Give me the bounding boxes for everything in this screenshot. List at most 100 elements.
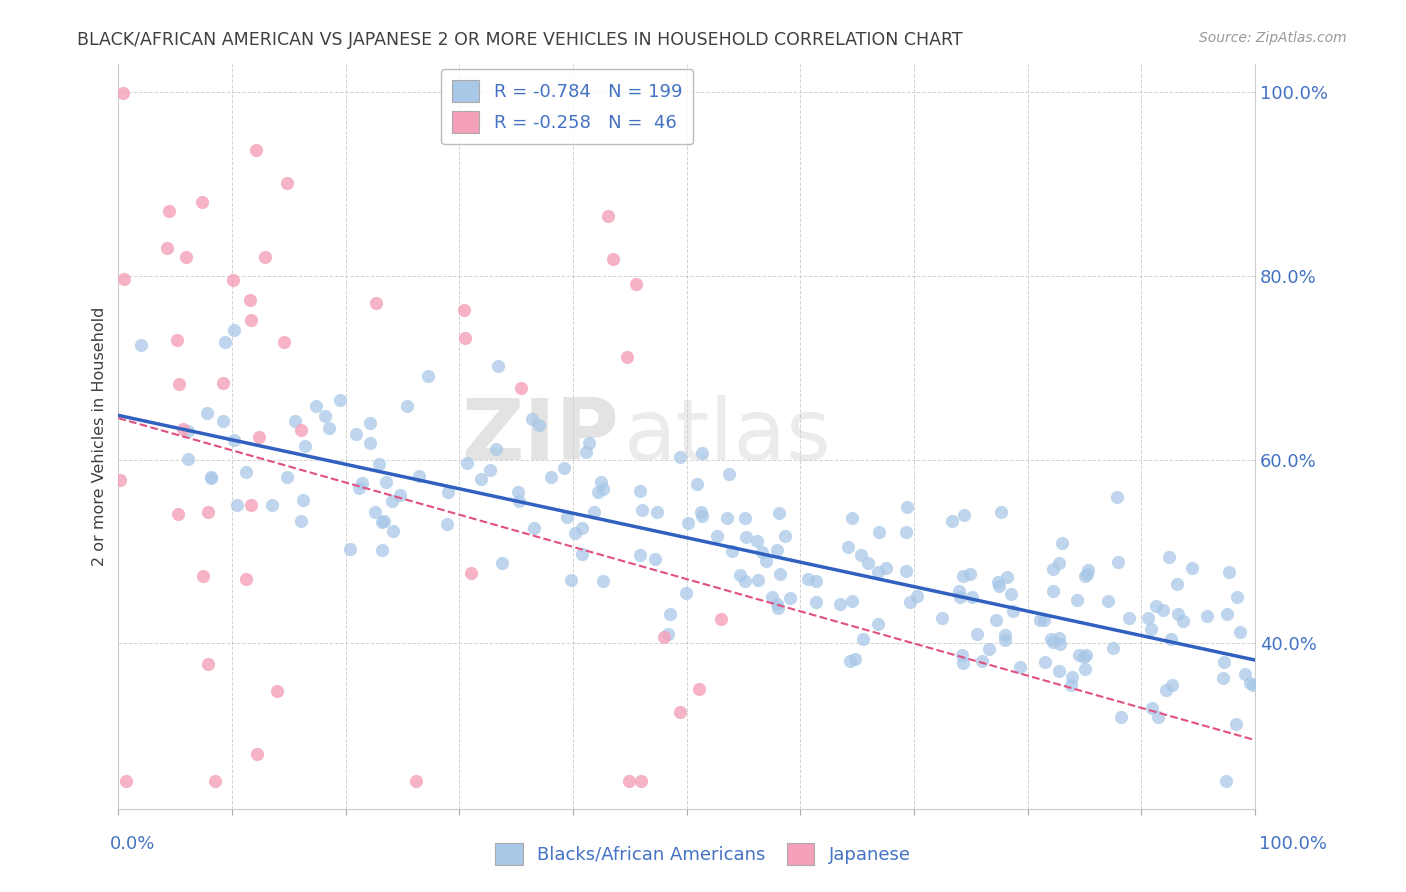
Point: [852, 632, 875, 646]
Point: [986, 574, 1008, 589]
Point: [527, 418, 550, 433]
Point: [1077, 564, 1099, 578]
Point: [617, 774, 640, 789]
Point: [571, 547, 593, 561]
Point: [1167, 607, 1189, 621]
Point: [728, 567, 751, 582]
Point: [246, 747, 269, 761]
Point: [371, 515, 394, 529]
Point: [522, 412, 544, 426]
Point: [1109, 710, 1132, 724]
Point: [200, 470, 222, 484]
Point: [905, 589, 928, 603]
Point: [1029, 613, 1052, 627]
Point: [966, 627, 988, 641]
Point: [260, 498, 283, 512]
Point: [1212, 672, 1234, 686]
Point: [1002, 604, 1025, 618]
Point: [1047, 664, 1070, 678]
Point: [1218, 566, 1240, 580]
Point: [375, 475, 398, 489]
Point: [598, 209, 620, 223]
Point: [240, 498, 263, 512]
Point: [747, 574, 769, 588]
Point: [212, 376, 235, 390]
Point: [837, 540, 859, 554]
Point: [212, 414, 235, 428]
Point: [314, 409, 336, 424]
Point: [1042, 634, 1064, 648]
Point: [1049, 637, 1071, 651]
Point: [779, 591, 801, 605]
Point: [630, 503, 652, 517]
Point: [875, 561, 897, 575]
Point: [1197, 608, 1219, 623]
Point: [804, 574, 827, 588]
Point: [197, 657, 219, 671]
Point: [200, 471, 222, 485]
Point: [1212, 656, 1234, 670]
Point: [952, 656, 974, 670]
Point: [290, 514, 312, 528]
Point: [995, 570, 1018, 584]
Point: [766, 597, 789, 611]
Text: ZIP: ZIP: [461, 395, 619, 478]
Point: [1050, 536, 1073, 550]
Point: [408, 468, 430, 483]
Point: [960, 590, 983, 604]
Point: [675, 585, 697, 599]
Point: [1146, 710, 1168, 724]
Point: [381, 494, 404, 508]
Point: [454, 331, 477, 345]
Point: [949, 590, 972, 604]
Point: [177, 424, 200, 438]
Point: [628, 548, 651, 562]
Point: [197, 505, 219, 519]
Point: [768, 506, 790, 520]
Point: [1154, 683, 1177, 698]
Point: [841, 593, 863, 607]
Point: [624, 277, 647, 291]
Point: [1159, 549, 1181, 564]
Point: [844, 652, 866, 666]
Point: [276, 470, 298, 484]
Point: [868, 524, 890, 539]
Point: [1241, 677, 1264, 691]
Point: [112, 272, 135, 286]
Point: [1073, 649, 1095, 664]
Point: [294, 439, 316, 453]
Point: [371, 542, 394, 557]
Point: [1074, 648, 1097, 662]
Point: [204, 774, 226, 789]
Point: [1181, 560, 1204, 574]
Point: [460, 566, 482, 581]
Point: [1074, 568, 1097, 582]
Point: [751, 545, 773, 559]
Point: [931, 611, 953, 625]
Text: atlas: atlas: [624, 395, 832, 478]
Point: [485, 442, 508, 456]
Point: [1173, 614, 1195, 628]
Point: [508, 494, 530, 508]
Point: [115, 774, 138, 789]
Point: [669, 705, 692, 719]
Point: [1060, 678, 1083, 692]
Point: [984, 613, 1007, 627]
Point: [1069, 648, 1091, 662]
Point: [994, 632, 1017, 647]
Point: [950, 648, 973, 662]
Point: [405, 774, 427, 789]
Point: [553, 460, 575, 475]
Point: [266, 684, 288, 698]
Point: [952, 508, 974, 522]
Point: [830, 597, 852, 611]
Point: [555, 509, 578, 524]
Point: [156, 241, 179, 255]
Point: [658, 607, 681, 621]
Point: [418, 368, 440, 383]
Point: [645, 505, 668, 519]
Point: [222, 273, 245, 287]
Point: [1166, 577, 1188, 591]
Point: [1225, 716, 1247, 731]
Point: [994, 628, 1017, 642]
